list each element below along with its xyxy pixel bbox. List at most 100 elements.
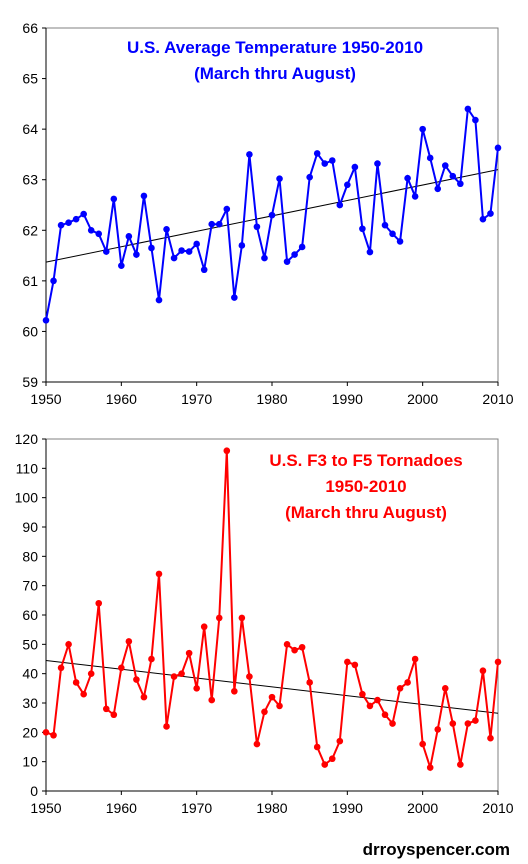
data-point — [57, 664, 65, 672]
data-point — [276, 702, 283, 710]
chart-title-line: 1950-2010 — [325, 477, 406, 496]
data-point — [404, 679, 411, 686]
y-tick-label: 110 — [16, 460, 39, 476]
data-point — [95, 230, 103, 238]
y-tick-label: 60 — [22, 607, 38, 623]
data-point — [298, 243, 306, 251]
data-point — [185, 649, 193, 657]
data-point — [50, 731, 57, 739]
data-point — [110, 195, 118, 203]
data-point — [366, 248, 374, 256]
temperature-chart: 59 60 61 62 63 64 65 66 1950 1960 1970 1980 1990 2000… — [22, 20, 513, 407]
data-point — [118, 262, 125, 269]
y-tick-label: 65 — [22, 71, 38, 87]
data-point — [464, 105, 472, 113]
data-point — [283, 258, 291, 265]
data-point — [411, 655, 419, 663]
data-point — [396, 238, 404, 245]
data-point — [50, 277, 57, 285]
data-point — [359, 225, 366, 233]
data-point — [253, 740, 261, 748]
x-tick-label: 1960 — [106, 391, 137, 407]
data-point — [231, 294, 238, 301]
data-point — [193, 685, 200, 692]
data-point — [102, 248, 110, 255]
data-point — [72, 679, 80, 686]
data-point — [238, 242, 246, 249]
data-point — [411, 193, 419, 200]
chart-title-line: (March thru August) — [194, 64, 356, 83]
data-point — [321, 160, 329, 167]
data-point — [366, 702, 374, 710]
data-point — [208, 220, 216, 228]
chart-title-line: (March thru August) — [285, 503, 447, 522]
data-point — [441, 685, 449, 692]
data-point — [148, 244, 155, 252]
data-point — [457, 180, 464, 188]
data-point — [246, 151, 253, 158]
data-point — [223, 447, 231, 455]
y-tick-label: 66 — [22, 20, 38, 36]
data-point — [223, 205, 231, 213]
chart-title-line: U.S. Average Temperature 1950-2010 — [127, 38, 423, 57]
data-point — [449, 720, 457, 727]
data-point — [65, 219, 72, 226]
data-point — [200, 623, 208, 631]
data-point — [336, 201, 344, 209]
data-point — [328, 157, 336, 164]
x-tick-label: 2000 — [407, 800, 438, 816]
data-point — [487, 210, 494, 217]
x-tick-label: 1990 — [332, 800, 363, 816]
data-point — [268, 693, 276, 701]
y-tick-label: 60 — [22, 323, 38, 339]
data-point — [148, 655, 155, 663]
data-point — [419, 740, 426, 748]
data-point — [246, 673, 253, 680]
data-point — [42, 729, 50, 736]
data-point — [253, 223, 261, 231]
data-point — [449, 172, 457, 180]
data-point — [374, 696, 381, 704]
data-point — [313, 743, 321, 751]
data-point — [419, 125, 426, 133]
data-point — [72, 215, 80, 223]
y-tick-label: 50 — [22, 636, 38, 652]
y-tick-label: 0 — [30, 783, 38, 799]
x-tick-label: 1980 — [256, 391, 287, 407]
x-tick-label: 2010 — [482, 800, 513, 816]
trend-line — [45, 659, 499, 714]
data-point — [80, 690, 87, 698]
x-tick-label: 1970 — [181, 800, 212, 816]
data-point — [479, 667, 487, 675]
data-point — [208, 696, 216, 704]
data-point — [155, 570, 163, 578]
data-point — [291, 251, 298, 258]
y-tick-label: 59 — [22, 374, 38, 390]
x-tick-label: 2010 — [482, 391, 513, 407]
data-point — [231, 687, 238, 695]
data-point — [238, 614, 246, 622]
data-point — [298, 643, 306, 651]
data-point — [321, 761, 329, 768]
data-point — [193, 240, 200, 248]
data-point — [178, 670, 185, 677]
data-point — [155, 296, 163, 304]
data-point — [80, 210, 87, 218]
x-tick-label: 1950 — [30, 391, 61, 407]
data-point — [42, 317, 50, 324]
data-point — [57, 221, 65, 229]
x-tick-label: 1990 — [332, 391, 363, 407]
data-point — [140, 192, 148, 200]
data-point — [457, 761, 464, 768]
y-tick-label: 40 — [22, 666, 38, 682]
data-point — [178, 247, 185, 254]
data-point — [261, 708, 268, 716]
data-point — [306, 679, 313, 686]
data-point — [87, 226, 95, 234]
data-point — [404, 174, 411, 182]
x-tick-label: 2000 — [407, 391, 438, 407]
data-point — [344, 181, 351, 189]
data-point — [276, 175, 283, 183]
data-point — [381, 221, 389, 229]
y-tick-label: 20 — [22, 724, 38, 740]
